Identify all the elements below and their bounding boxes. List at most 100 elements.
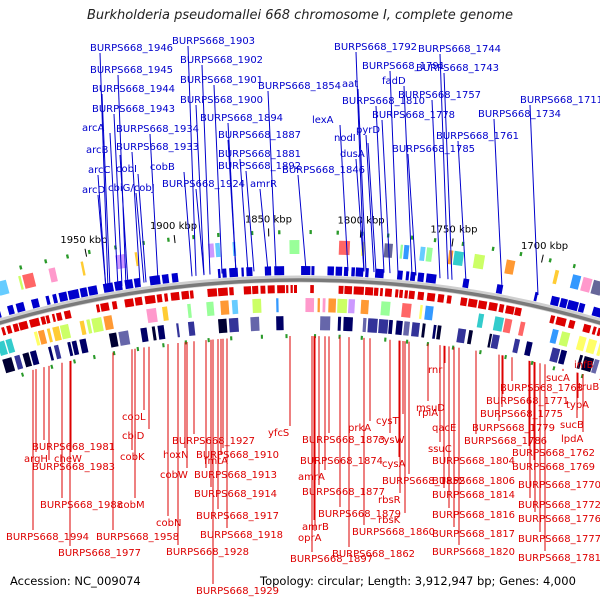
forward-cds-block (425, 273, 437, 284)
reverse-cog-block (103, 315, 114, 331)
reverse-dark-block (250, 316, 260, 332)
reverse-gene-label: BURPS668_1877 (302, 487, 385, 498)
forward-gene-label: BURPS668_1744 (418, 44, 501, 55)
forward-leader (407, 153, 417, 276)
reverse-cds-block (6, 325, 13, 334)
reverse-cds-block (460, 297, 468, 307)
forward-cds-block (311, 266, 315, 276)
reverse-gene-label: BURPS668_1768 (500, 383, 583, 394)
reverse-gene-label: cysT (376, 416, 400, 427)
forward-gene-label: BURPS668_1903 (172, 36, 255, 47)
forward-leader (297, 174, 307, 271)
map-title: Burkholderia pseudomallei 668 chromosome… (86, 8, 514, 23)
reverse-cds-block (379, 288, 384, 297)
reverse-gene-label: truB (578, 382, 599, 393)
chromosome-backbone (0, 275, 600, 326)
reverse-gene-label: rpiA (418, 408, 438, 419)
forward-cds-block (58, 291, 69, 302)
forward-leader (227, 139, 237, 273)
rna-tick (217, 232, 220, 238)
scale-label: 1700 kbp (521, 241, 568, 252)
forward-cds-block (417, 272, 425, 283)
reverse-cds-block (364, 287, 374, 296)
reverse-gene-label: sucB (560, 420, 584, 431)
reverse-cog-block (162, 306, 169, 321)
reverse-cds-block (384, 288, 393, 297)
forward-leader (443, 72, 453, 280)
reverse-cog-block (146, 307, 158, 324)
reverse-gene-label: BURPS668_1981 (32, 442, 115, 453)
forward-gene-label: cobB (150, 162, 175, 173)
forward-leader (195, 188, 205, 276)
reverse-cds-block (45, 315, 51, 324)
forward-gene-label: BURPS668_1711 (520, 95, 600, 106)
reverse-gene-label: BURPS668_1958 (96, 532, 179, 543)
forward-cog-block (552, 269, 560, 285)
reverse-gene-label: cysW (378, 435, 405, 446)
forward-gene-label: amrR (250, 179, 277, 190)
reverse-dark-block (549, 347, 561, 363)
reverse-cds-block (189, 290, 194, 299)
forward-gene-label: BURPS668_1846 (282, 165, 365, 176)
rna-tick (87, 249, 91, 255)
forward-leader (381, 119, 391, 274)
reverse-cds-block (488, 302, 498, 312)
forward-leader (97, 194, 107, 290)
reverse-gene-label: BURPS668_1775 (480, 409, 563, 420)
forward-gene-label: BURPS668_1785 (392, 144, 475, 155)
scale-label: 1850 kbp (245, 214, 292, 225)
forward-gene-label: BURPS668_1933 (116, 142, 199, 153)
reverse-cog-block (252, 298, 262, 314)
reverse-dark-block (395, 320, 403, 336)
reverse-dark-block (378, 319, 389, 334)
reverse-cds-block (55, 312, 63, 322)
topology-text: Topology: circular; Length: 3,912,947 bp… (260, 574, 576, 588)
reverse-cds-block (181, 290, 190, 300)
reverse-cog-block (348, 299, 356, 314)
reverse-dark-block (576, 354, 584, 369)
reverse-cds-block (29, 317, 41, 328)
reverse-cds-block (207, 288, 218, 297)
rna-tick (309, 230, 312, 235)
reverse-gene-label: qacE (432, 423, 456, 434)
reverse-gene-label: BURPS668_1781 (518, 553, 600, 564)
forward-gene-label: BURPS668_1854 (258, 81, 341, 92)
reverse-dark-block (140, 327, 149, 343)
backbone-line (0, 278, 600, 325)
rna-tick (479, 350, 482, 355)
scale-ticks: 1950 kbp 1900 kbp 1850 kbp 1800 kbp 1750 kbp… (60, 214, 568, 263)
forward-cds-block (79, 287, 89, 298)
reverse-dark-block (436, 325, 442, 340)
forward-cog-block (338, 240, 351, 256)
reverse-gene-label: BURPS668_1852 (382, 476, 465, 487)
forward-leader (375, 105, 385, 273)
reverse-dark-block (467, 330, 473, 345)
forward-cds-block (559, 298, 568, 309)
forward-gene-label: arcB (86, 145, 109, 156)
reverse-cog-block (558, 331, 571, 347)
reverse-gene-label: cbiD (122, 431, 145, 442)
forward-cog-block (580, 276, 593, 293)
reverse-dark-block (403, 321, 410, 336)
reverse-cog-block (220, 300, 230, 315)
reverse-cog-block (231, 299, 239, 315)
forward-leader (431, 99, 441, 279)
reverse-cds-block (373, 287, 379, 296)
forward-gene-label: BURPS668_1901 (180, 75, 263, 86)
forward-cds-block (577, 302, 586, 313)
forward-cds-block (45, 295, 51, 306)
reverse-gene-label: msuD (416, 403, 445, 414)
rna-tick (230, 336, 233, 341)
forward-cds-block (274, 266, 285, 276)
forward-cds-block (222, 268, 227, 278)
forward-gene-label: BURPS668_1946 (90, 43, 173, 54)
reverse-cds-block (549, 315, 556, 324)
reverse-gene-label: BURPS668_1806 (432, 476, 515, 487)
reverse-cog-block (322, 298, 326, 313)
forward-cds-block (52, 293, 58, 304)
reverse-gene-label: fmtA (204, 456, 228, 467)
reverse-dark-block (157, 325, 166, 340)
reverse-dark-block (48, 346, 55, 361)
reverse-gene-label: BURPS668_1862 (332, 549, 415, 560)
reverse-cds-block (437, 294, 445, 303)
